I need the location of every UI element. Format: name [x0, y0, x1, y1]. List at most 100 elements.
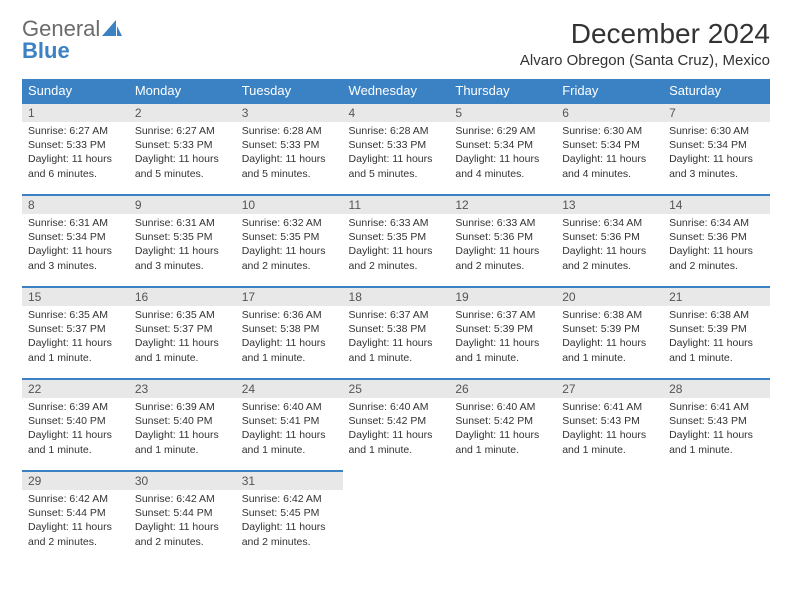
calendar-head: SundayMondayTuesdayWednesdayThursdayFrid… — [22, 79, 770, 102]
day-number: 24 — [236, 378, 343, 398]
day-number: 5 — [449, 102, 556, 122]
day-number: 30 — [129, 470, 236, 490]
sunset-text: Sunset: 5:44 PM — [28, 506, 123, 520]
daylight-text: Daylight: 11 hours and 6 minutes. — [28, 152, 123, 180]
sunrise-text: Sunrise: 6:27 AM — [135, 124, 230, 138]
calendar-cell: 12Sunrise: 6:33 AMSunset: 5:36 PMDayligh… — [449, 194, 556, 286]
sunset-text: Sunset: 5:44 PM — [135, 506, 230, 520]
sunrise-text: Sunrise: 6:30 AM — [562, 124, 657, 138]
calendar-cell: 29Sunrise: 6:42 AMSunset: 5:44 PMDayligh… — [22, 470, 129, 562]
day-details: Sunrise: 6:33 AMSunset: 5:35 PMDaylight:… — [343, 214, 450, 277]
sunset-text: Sunset: 5:35 PM — [135, 230, 230, 244]
sunset-text: Sunset: 5:39 PM — [669, 322, 764, 336]
sunset-text: Sunset: 5:39 PM — [562, 322, 657, 336]
title-block: December 2024 Alvaro Obregon (Santa Cruz… — [520, 18, 770, 73]
day-header: Monday — [129, 79, 236, 102]
day-number: 7 — [663, 102, 770, 122]
day-number: 20 — [556, 286, 663, 306]
day-number: 16 — [129, 286, 236, 306]
day-details: Sunrise: 6:40 AMSunset: 5:42 PMDaylight:… — [343, 398, 450, 461]
sunset-text: Sunset: 5:42 PM — [455, 414, 550, 428]
daylight-text: Daylight: 11 hours and 5 minutes. — [135, 152, 230, 180]
day-number: 31 — [236, 470, 343, 490]
daylight-text: Daylight: 11 hours and 2 minutes. — [562, 244, 657, 272]
day-details: Sunrise: 6:30 AMSunset: 5:34 PMDaylight:… — [556, 122, 663, 185]
calendar-cell — [449, 470, 556, 562]
daylight-text: Daylight: 11 hours and 3 minutes. — [669, 152, 764, 180]
calendar-cell: 24Sunrise: 6:40 AMSunset: 5:41 PMDayligh… — [236, 378, 343, 470]
sunset-text: Sunset: 5:37 PM — [28, 322, 123, 336]
sunrise-text: Sunrise: 6:35 AM — [28, 308, 123, 322]
sunset-text: Sunset: 5:34 PM — [455, 138, 550, 152]
calendar-cell: 27Sunrise: 6:41 AMSunset: 5:43 PMDayligh… — [556, 378, 663, 470]
calendar-cell: 1Sunrise: 6:27 AMSunset: 5:33 PMDaylight… — [22, 102, 129, 194]
day-details: Sunrise: 6:38 AMSunset: 5:39 PMDaylight:… — [556, 306, 663, 369]
day-details: Sunrise: 6:42 AMSunset: 5:44 PMDaylight:… — [129, 490, 236, 553]
calendar-table: SundayMondayTuesdayWednesdayThursdayFrid… — [22, 79, 770, 562]
day-number: 18 — [343, 286, 450, 306]
sunrise-text: Sunrise: 6:37 AM — [349, 308, 444, 322]
day-details: Sunrise: 6:37 AMSunset: 5:39 PMDaylight:… — [449, 306, 556, 369]
sunset-text: Sunset: 5:41 PM — [242, 414, 337, 428]
sunrise-text: Sunrise: 6:37 AM — [455, 308, 550, 322]
daylight-text: Daylight: 11 hours and 2 minutes. — [135, 520, 230, 548]
day-details: Sunrise: 6:31 AMSunset: 5:34 PMDaylight:… — [22, 214, 129, 277]
sunrise-text: Sunrise: 6:40 AM — [242, 400, 337, 414]
daylight-text: Daylight: 11 hours and 1 minute. — [349, 428, 444, 456]
sunrise-text: Sunrise: 6:30 AM — [669, 124, 764, 138]
day-details: Sunrise: 6:33 AMSunset: 5:36 PMDaylight:… — [449, 214, 556, 277]
sunset-text: Sunset: 5:43 PM — [669, 414, 764, 428]
day-number: 26 — [449, 378, 556, 398]
sunrise-text: Sunrise: 6:32 AM — [242, 216, 337, 230]
day-number: 11 — [343, 194, 450, 214]
daylight-text: Daylight: 11 hours and 3 minutes. — [135, 244, 230, 272]
calendar-cell: 26Sunrise: 6:40 AMSunset: 5:42 PMDayligh… — [449, 378, 556, 470]
calendar-cell: 16Sunrise: 6:35 AMSunset: 5:37 PMDayligh… — [129, 286, 236, 378]
sunrise-text: Sunrise: 6:39 AM — [135, 400, 230, 414]
day-details: Sunrise: 6:36 AMSunset: 5:38 PMDaylight:… — [236, 306, 343, 369]
day-details: Sunrise: 6:42 AMSunset: 5:44 PMDaylight:… — [22, 490, 129, 553]
day-header: Friday — [556, 79, 663, 102]
sunset-text: Sunset: 5:34 PM — [562, 138, 657, 152]
daylight-text: Daylight: 11 hours and 1 minute. — [242, 428, 337, 456]
day-number: 17 — [236, 286, 343, 306]
logo-sail-icon — [102, 20, 122, 39]
calendar-body: 1Sunrise: 6:27 AMSunset: 5:33 PMDaylight… — [22, 102, 770, 562]
day-details: Sunrise: 6:38 AMSunset: 5:39 PMDaylight:… — [663, 306, 770, 369]
day-details: Sunrise: 6:39 AMSunset: 5:40 PMDaylight:… — [22, 398, 129, 461]
daylight-text: Daylight: 11 hours and 1 minute. — [562, 336, 657, 364]
calendar-cell: 20Sunrise: 6:38 AMSunset: 5:39 PMDayligh… — [556, 286, 663, 378]
sunrise-text: Sunrise: 6:33 AM — [455, 216, 550, 230]
calendar-cell: 2Sunrise: 6:27 AMSunset: 5:33 PMDaylight… — [129, 102, 236, 194]
sunset-text: Sunset: 5:40 PM — [28, 414, 123, 428]
sunset-text: Sunset: 5:39 PM — [455, 322, 550, 336]
day-number: 22 — [22, 378, 129, 398]
sunrise-text: Sunrise: 6:40 AM — [349, 400, 444, 414]
day-details: Sunrise: 6:41 AMSunset: 5:43 PMDaylight:… — [556, 398, 663, 461]
daylight-text: Daylight: 11 hours and 5 minutes. — [242, 152, 337, 180]
calendar-cell: 7Sunrise: 6:30 AMSunset: 5:34 PMDaylight… — [663, 102, 770, 194]
daylight-text: Daylight: 11 hours and 2 minutes. — [349, 244, 444, 272]
calendar-cell — [556, 470, 663, 562]
sunrise-text: Sunrise: 6:40 AM — [455, 400, 550, 414]
calendar-cell: 8Sunrise: 6:31 AMSunset: 5:34 PMDaylight… — [22, 194, 129, 286]
sunset-text: Sunset: 5:33 PM — [349, 138, 444, 152]
day-number: 13 — [556, 194, 663, 214]
daylight-text: Daylight: 11 hours and 4 minutes. — [455, 152, 550, 180]
day-header: Tuesday — [236, 79, 343, 102]
daylight-text: Daylight: 11 hours and 2 minutes. — [28, 520, 123, 548]
daylight-text: Daylight: 11 hours and 2 minutes. — [242, 520, 337, 548]
day-number: 2 — [129, 102, 236, 122]
calendar-cell: 6Sunrise: 6:30 AMSunset: 5:34 PMDaylight… — [556, 102, 663, 194]
sunset-text: Sunset: 5:36 PM — [562, 230, 657, 244]
sunrise-text: Sunrise: 6:31 AM — [28, 216, 123, 230]
day-number: 9 — [129, 194, 236, 214]
day-number: 29 — [22, 470, 129, 490]
day-number: 10 — [236, 194, 343, 214]
sunrise-text: Sunrise: 6:42 AM — [242, 492, 337, 506]
calendar-week-row: 22Sunrise: 6:39 AMSunset: 5:40 PMDayligh… — [22, 378, 770, 470]
calendar-week-row: 15Sunrise: 6:35 AMSunset: 5:37 PMDayligh… — [22, 286, 770, 378]
day-number: 3 — [236, 102, 343, 122]
day-details: Sunrise: 6:40 AMSunset: 5:41 PMDaylight:… — [236, 398, 343, 461]
daylight-text: Daylight: 11 hours and 1 minute. — [455, 336, 550, 364]
